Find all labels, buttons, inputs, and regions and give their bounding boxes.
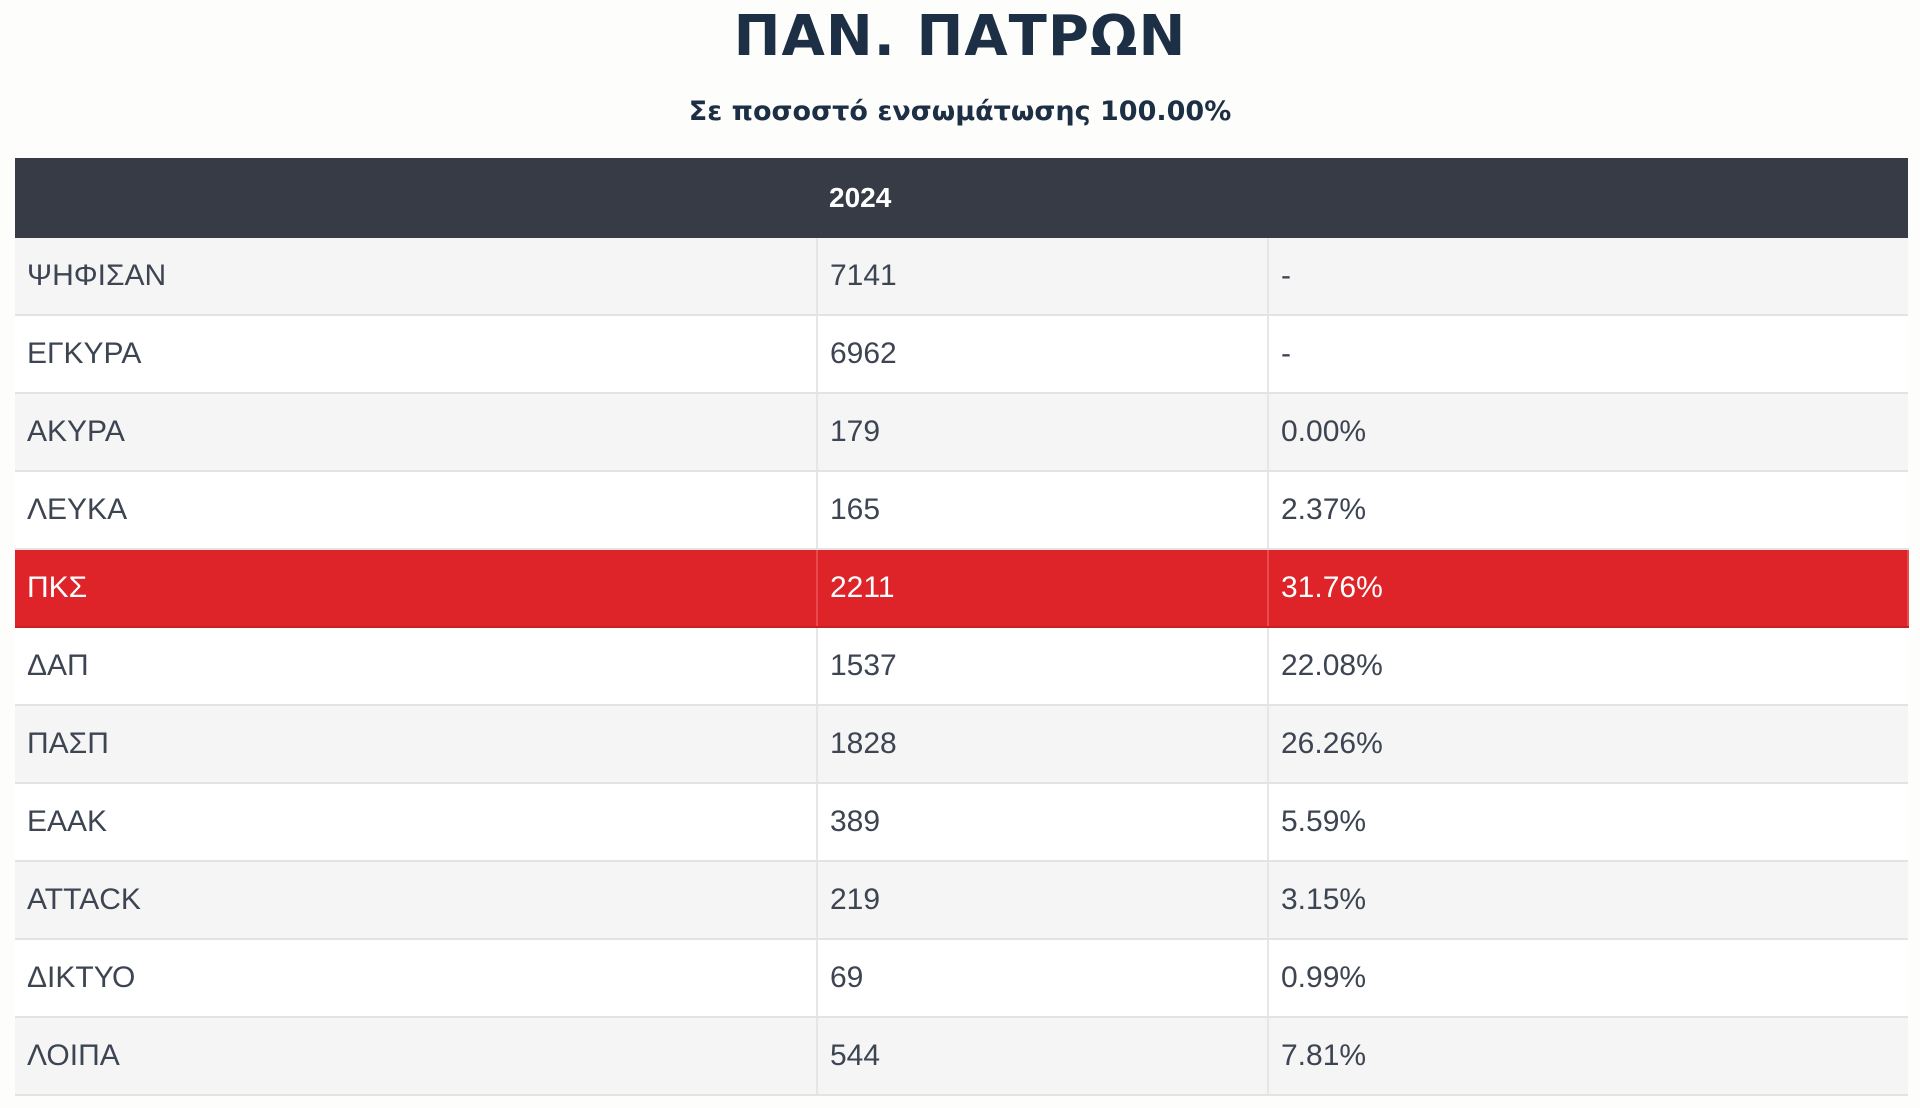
row-percent: - <box>1268 238 1908 316</box>
page-subtitle: Σε ποσοστό ενσωμάτωσης 100.00% <box>688 96 1232 127</box>
row-label: ΔΙΚΤΥΟ <box>15 939 818 1018</box>
row-votes: 2211 <box>817 549 1269 628</box>
table-row-highlighted: ΠΚΣ 2211 31.76% <box>15 549 1909 628</box>
results-table: 2024 ΨΗΦΙΣΑΝ 7141- ΕΓΚΥΡΑ 6962- ΑΚΥΡΑ 179 0.00… <box>15 158 1909 1096</box>
table-row: ΔΙΚΤΥΟ 69 0.99% <box>15 939 1908 1018</box>
row-votes: 7141 <box>817 238 1269 316</box>
row-votes: 1537 <box>817 627 1269 706</box>
column-header-percent <box>1268 158 1908 238</box>
row-percent: 0.00% <box>1268 393 1908 472</box>
row-votes: 389 <box>817 783 1269 862</box>
table-header-row: 2024 <box>15 158 1908 238</box>
row-label: ATTACK <box>15 861 818 940</box>
row-percent: 3.15% <box>1268 861 1908 940</box>
table-body: ΨΗΦΙΣΑΝ 7141- ΕΓΚΥΡΑ 6962- ΑΚΥΡΑ 179 0.00% ΛΕΥΚ… <box>15 238 1909 1096</box>
row-label: ΕΓΚΥΡΑ <box>15 315 818 394</box>
table-row: ΛΟΙΠΑ 544 7.81% <box>15 1017 1908 1096</box>
row-percent: 0.99% <box>1268 939 1908 1018</box>
column-header-label <box>15 158 817 238</box>
row-percent: 2.37% <box>1268 471 1908 550</box>
row-percent: - <box>1268 315 1908 394</box>
row-votes: 219 <box>817 861 1269 940</box>
row-label: ΛΕΥΚΑ <box>15 471 818 550</box>
row-votes: 544 <box>817 1017 1269 1096</box>
row-percent: 22.08% <box>1268 627 1908 706</box>
row-label: ΔΑΠ <box>15 627 818 706</box>
table-row: ΠΑΣΠ 1828 26.26% <box>15 705 1908 784</box>
column-header-year: 2024 <box>817 158 1268 238</box>
table-row: ΑΚΥΡΑ 179 0.00% <box>15 393 1908 472</box>
row-label: ΑΚΥΡΑ <box>15 393 818 472</box>
row-label: ΨΗΦΙΣΑΝ <box>15 238 818 316</box>
row-label: ΠΚΣ <box>15 549 818 628</box>
row-votes: 6962 <box>817 315 1269 394</box>
row-label: ΠΑΣΠ <box>15 705 818 784</box>
table-row: ATTACK 219 3.15% <box>15 861 1908 940</box>
row-votes: 1828 <box>817 705 1269 784</box>
page-title: ΠΑΝ. ΠΑΤΡΩΝ <box>733 4 1187 69</box>
row-votes: 179 <box>817 393 1269 472</box>
row-percent: 26.26% <box>1268 705 1908 784</box>
row-label: ΛΟΙΠΑ <box>15 1017 818 1096</box>
table-row: ΔΑΠ 1537 22.08% <box>15 627 1908 706</box>
table-row: ΛΕΥΚΑ 165 2.37% <box>15 471 1908 550</box>
table-row: ΕΓΚΥΡΑ 6962- <box>15 315 1908 394</box>
row-label: ΕΑΑΚ <box>15 783 818 862</box>
row-percent: 31.76% <box>1268 549 1909 628</box>
row-votes: 165 <box>817 471 1269 550</box>
table-row: ΕΑΑΚ 389 5.59% <box>15 783 1908 862</box>
row-percent: 5.59% <box>1268 783 1908 862</box>
row-votes: 69 <box>817 939 1269 1018</box>
table-row: ΨΗΦΙΣΑΝ 7141- <box>15 238 1908 316</box>
row-percent: 7.81% <box>1268 1017 1908 1096</box>
